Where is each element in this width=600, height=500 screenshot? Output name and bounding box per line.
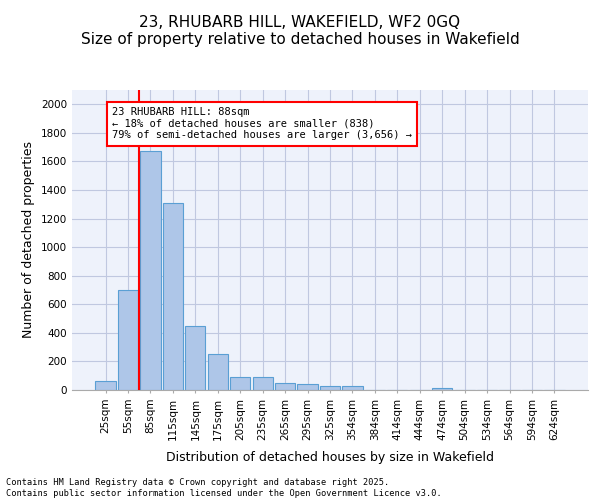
Text: 23 RHUBARB HILL: 88sqm
← 18% of detached houses are smaller (838)
79% of semi-de: 23 RHUBARB HILL: 88sqm ← 18% of detached… [112,107,412,140]
Bar [140,152,161,390]
Bar [298,384,317,390]
Bar [320,386,340,390]
Bar [95,380,116,390]
Text: Contains HM Land Registry data © Crown copyright and database right 2025.
Contai: Contains HM Land Registry data © Crown c… [6,478,442,498]
Bar [208,354,228,390]
Bar [275,383,295,390]
Text: 23, RHUBARB HILL, WAKEFIELD, WF2 0GQ
Size of property relative to detached house: 23, RHUBARB HILL, WAKEFIELD, WF2 0GQ Siz… [80,15,520,48]
X-axis label: Distribution of detached houses by size in Wakefield: Distribution of detached houses by size … [166,451,494,464]
Bar [163,203,183,390]
Bar [185,326,205,390]
Bar [230,377,250,390]
Bar [118,290,138,390]
Y-axis label: Number of detached properties: Number of detached properties [22,142,35,338]
Bar [432,388,452,390]
Bar [253,377,273,390]
Bar [343,386,362,390]
